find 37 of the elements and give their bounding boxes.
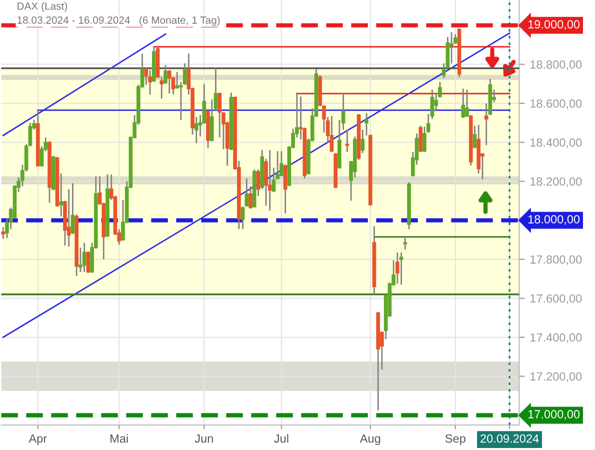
y-tick-label: 17.200,00 — [530, 372, 582, 382]
x-tick-label: Jul — [274, 434, 288, 443]
candlestick — [461, 88, 466, 119]
y-tick-label: 18.800,00 — [530, 60, 582, 70]
ref-line-label: 19.000,00 — [528, 20, 580, 30]
candlestick — [59, 172, 64, 218]
y-tick-label: 18.600,00 — [530, 99, 582, 110]
x-tick-label: Sep — [445, 434, 466, 446]
candlestick — [330, 115, 334, 153]
candlestick — [396, 252, 400, 284]
y-tick-label: 18.400,00 — [530, 138, 582, 148]
x-tick-label: Mai — [110, 434, 128, 443]
y-tick-label: 18.200,00 — [530, 177, 582, 188]
ref-line-label: 17.000,00 — [528, 410, 580, 420]
candlestick — [345, 128, 350, 153]
candlestick — [403, 235, 408, 250]
y-tick-label: 17.600,00 — [530, 294, 582, 304]
candlestick — [268, 149, 272, 212]
candlestick — [240, 206, 245, 230]
candlestick — [450, 31, 454, 64]
candlestick — [82, 242, 86, 273]
text: 18.03.2024 - 16.09.2024 (6 Monate, 1 Tag) — [18, 16, 220, 26]
x-tick-label: 20.09.2024 — [480, 434, 539, 443]
chart-title: DAX (Last) — [18, 2, 68, 12]
candlestick — [399, 252, 404, 286]
candlestick — [360, 128, 365, 154]
x-tick-label: Jun — [194, 434, 213, 443]
y-tick-label: 17.800,00 — [530, 255, 582, 266]
candlestick — [484, 102, 488, 146]
x-tick-label: Apr — [28, 434, 47, 446]
candlestick — [167, 69, 172, 94]
candlestick — [422, 126, 426, 153]
candlestick — [364, 112, 368, 136]
x-tick-label: Aug — [360, 434, 380, 446]
y-tick-label: 17.400,00 — [530, 333, 582, 344]
candlestick — [244, 178, 249, 208]
ref-line-label: 18.000,00 — [528, 215, 580, 225]
